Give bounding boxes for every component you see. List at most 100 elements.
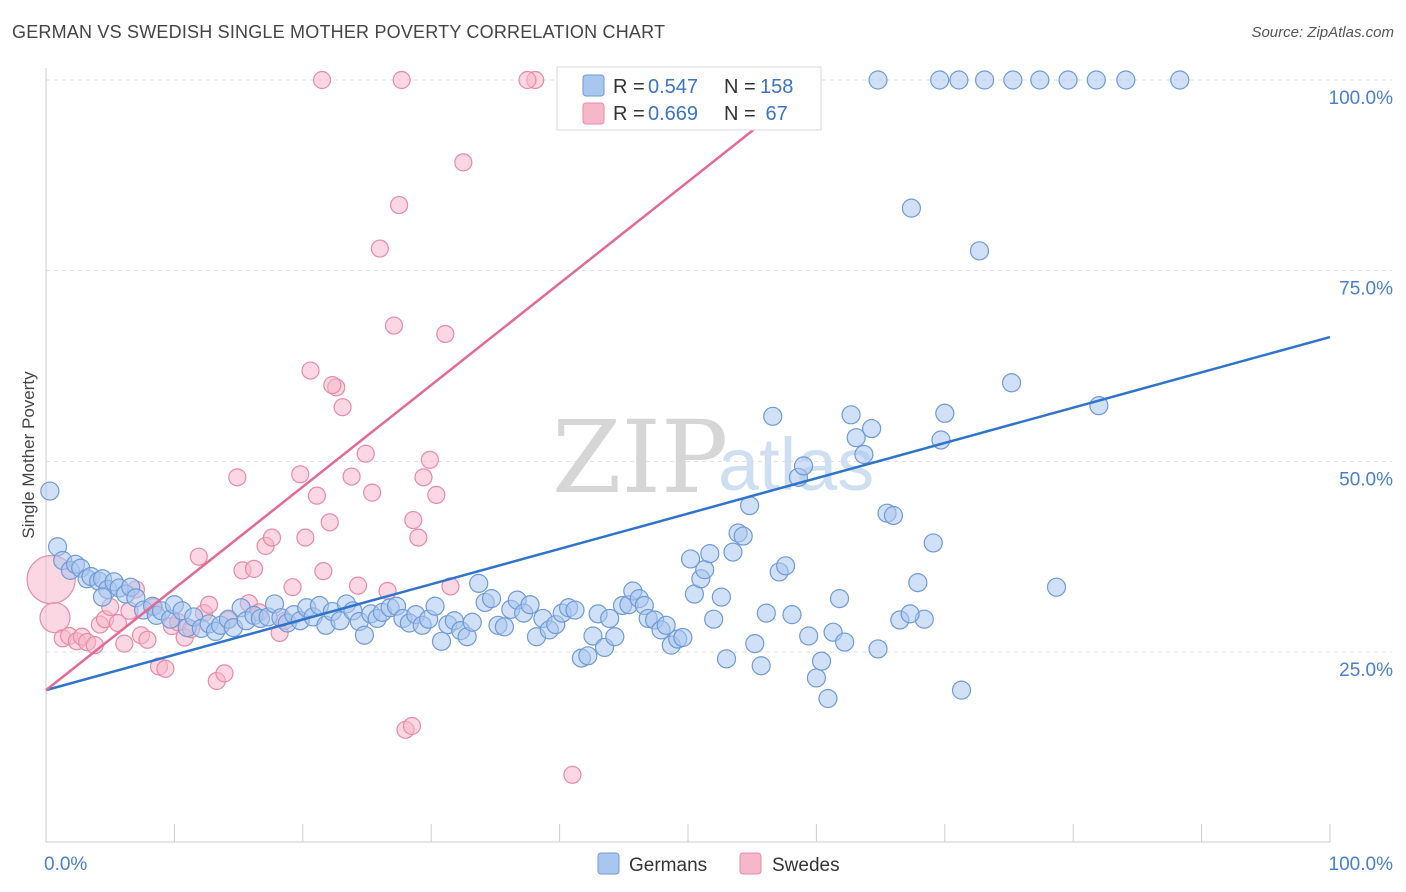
german-point: [841, 405, 861, 425]
legend-r-value-swedes: 0.669: [648, 103, 698, 125]
german-point: [425, 596, 445, 616]
swede-point: [390, 195, 409, 215]
bottom-legend-swatch-germans: [597, 852, 620, 875]
swede-point: [436, 324, 455, 344]
swede-point: [402, 716, 422, 736]
german-point: [469, 573, 489, 593]
german-point: [868, 70, 888, 90]
x-tick-label: 0.0%: [44, 854, 87, 875]
swede-point: [244, 559, 264, 578]
german-point: [1058, 70, 1078, 90]
swede-point: [312, 70, 332, 90]
y-tick-label: 100.0%: [1329, 88, 1394, 109]
swede-point: [199, 595, 219, 614]
german-point: [583, 626, 603, 646]
german-point: [775, 556, 796, 576]
legend-n-label-swedes: N =: [724, 103, 756, 125]
swede-point: [342, 467, 361, 486]
german-point: [949, 70, 969, 90]
german-point: [835, 632, 855, 652]
swede-point: [314, 562, 333, 581]
legend: R = 0.547 N = 158 R = 0.669 N = 67: [556, 66, 822, 131]
x-tick-label: 100.0%: [1329, 854, 1394, 875]
german-point: [1003, 70, 1023, 90]
swede-point: [363, 483, 382, 502]
german-point: [600, 608, 620, 629]
german-point: [883, 505, 904, 526]
german-point: [756, 603, 776, 623]
swede-point: [283, 578, 302, 597]
swede-point: [370, 239, 389, 258]
swede-point: [348, 576, 368, 595]
swede-point: [156, 659, 175, 678]
german-point: [811, 651, 832, 671]
axes: [45, 68, 1331, 843]
x-tick-labels: 0.0% 100.0%: [44, 854, 1393, 875]
watermark-zip: ZIP: [552, 399, 728, 516]
y-axis-label: Single Mother Poverty: [19, 371, 38, 539]
swede-point: [409, 528, 428, 547]
watermark: ZIP atlas: [552, 399, 874, 516]
german-point: [92, 587, 113, 607]
swede-point: [189, 547, 208, 566]
german-point: [680, 549, 701, 569]
german-point: [1170, 70, 1190, 90]
german-point: [806, 668, 827, 688]
swede-point: [333, 398, 352, 417]
swede-point: [323, 375, 342, 395]
swede-point: [518, 70, 537, 90]
german-point: [763, 406, 783, 426]
german-point: [908, 572, 928, 593]
german-point: [900, 604, 920, 624]
legend-n-value-germans: 158: [760, 76, 793, 98]
swede-point: [301, 361, 320, 380]
german-point: [733, 526, 753, 546]
swede-point: [404, 510, 423, 530]
swede-point: [108, 613, 128, 633]
legend-n-label-germans: N =: [724, 76, 756, 98]
y-tick-labels: 25.0% 50.0% 75.0% 100.0%: [1329, 88, 1394, 681]
swede-point: [307, 486, 327, 505]
bottom-legend: Germans Swedes: [597, 852, 840, 876]
german-point: [481, 589, 502, 609]
german-point: [695, 560, 715, 580]
trend-line-swedes: [45, 79, 818, 692]
german-point: [673, 627, 693, 648]
swede-point: [384, 316, 404, 335]
swede-point: [296, 528, 315, 547]
german-point: [923, 533, 943, 553]
german-point: [1001, 373, 1022, 393]
german-point: [354, 625, 375, 645]
german-point: [818, 688, 838, 709]
bottom-legend-germans: Germans: [629, 855, 707, 876]
german-point: [40, 481, 60, 501]
german-point: [605, 627, 625, 647]
series-swedes-points: [26, 70, 582, 784]
chart-title: GERMAN VS SWEDISH SINGLE MOTHER POVERTY …: [12, 22, 666, 42]
german-point: [704, 609, 724, 629]
swede-point: [392, 70, 411, 90]
german-point: [700, 544, 720, 564]
german-point: [901, 198, 922, 218]
german-point: [565, 600, 585, 620]
german-point: [578, 646, 598, 666]
swede-point: [262, 528, 282, 547]
german-point: [862, 418, 882, 439]
german-point: [1046, 577, 1067, 597]
german-point: [951, 680, 972, 700]
legend-r-label-germans: R =: [613, 76, 645, 98]
legend-n-value-swedes: 67: [760, 103, 788, 125]
swede-point: [228, 468, 247, 487]
swede-point: [563, 765, 582, 784]
legend-swatch-germans: [582, 74, 605, 97]
german-point: [330, 611, 350, 631]
bottom-legend-swatch-swedes: [739, 852, 762, 875]
german-point: [431, 631, 452, 651]
german-point: [854, 444, 874, 465]
swede-point: [138, 630, 157, 649]
german-point: [782, 605, 802, 625]
german-point: [656, 615, 676, 635]
german-point: [751, 656, 771, 676]
german-point: [745, 634, 765, 654]
trend-lines: [45, 79, 1331, 692]
